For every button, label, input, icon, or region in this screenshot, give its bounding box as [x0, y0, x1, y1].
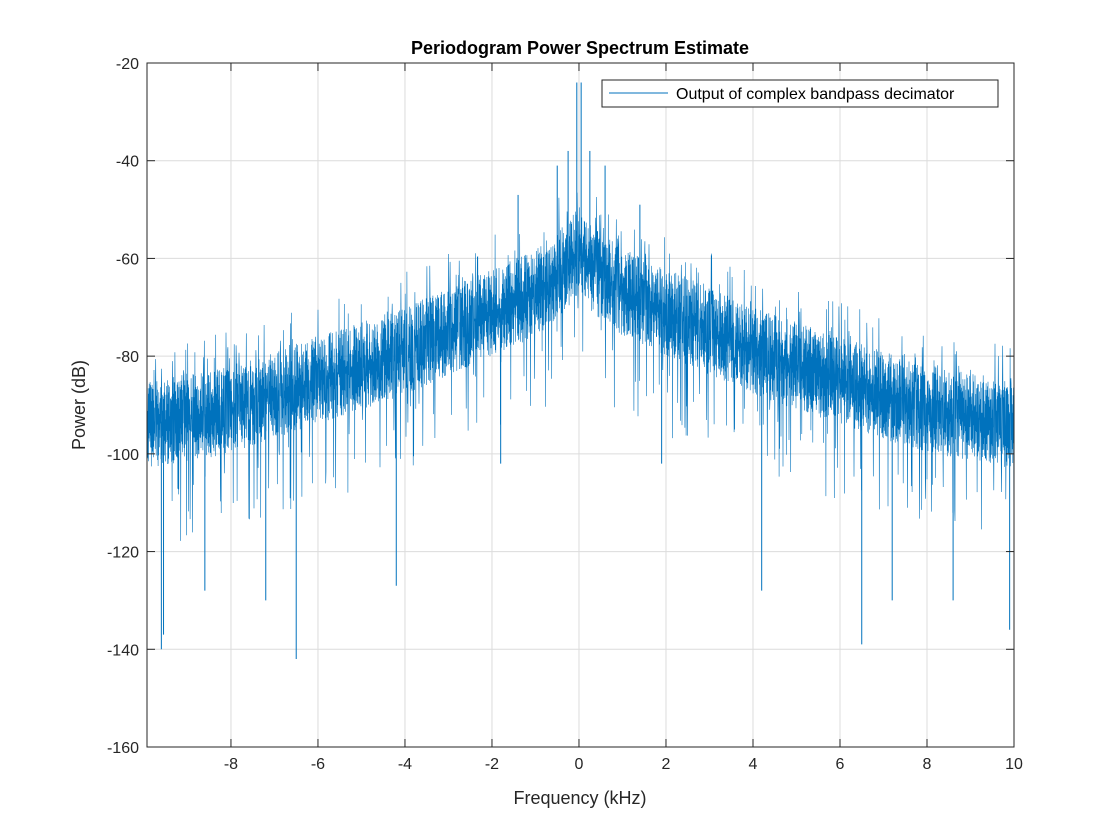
- y-tick-label: -160: [107, 740, 139, 757]
- axes-box: [146, 62, 1015, 748]
- x-tick-label: 4: [749, 756, 758, 773]
- y-tick-label: -120: [107, 545, 139, 562]
- series-group: [147, 82, 1014, 660]
- x-tick-label: 10: [1005, 756, 1023, 773]
- chart-title: Periodogram Power Spectrum Estimate: [411, 38, 749, 58]
- legend-entry: Output of complex bandpass decimator: [676, 86, 955, 103]
- y-tick-label: -20: [116, 56, 139, 73]
- x-tick-label: 2: [662, 756, 671, 773]
- x-tick-label: -6: [311, 756, 325, 773]
- x-axis-label: Frequency (kHz): [513, 788, 646, 808]
- x-tick-label: -8: [224, 756, 238, 773]
- x-tick-label: -4: [398, 756, 412, 773]
- axis-ticks: -8 -6 -4 -2 0 2 4 6 8 10-20-40-60-80-100-120-140-…: [107, 56, 1023, 773]
- y-tick-label: -60: [116, 251, 139, 268]
- y-tick-label: -40: [116, 154, 139, 171]
- legend[interactable]: Output of complex bandpass decimator: [601, 79, 999, 108]
- x-tick-label: 8: [923, 756, 932, 773]
- series-line: [147, 192, 1014, 541]
- x-tick-label: 0: [575, 756, 584, 773]
- y-tick-label: -140: [107, 642, 139, 659]
- x-tick-label: 6: [836, 756, 845, 773]
- y-tick-label: -80: [116, 349, 139, 366]
- y-axis-label: Power (dB): [69, 360, 89, 450]
- x-tick-label: -2: [485, 756, 499, 773]
- y-tick-label: -100: [107, 447, 139, 464]
